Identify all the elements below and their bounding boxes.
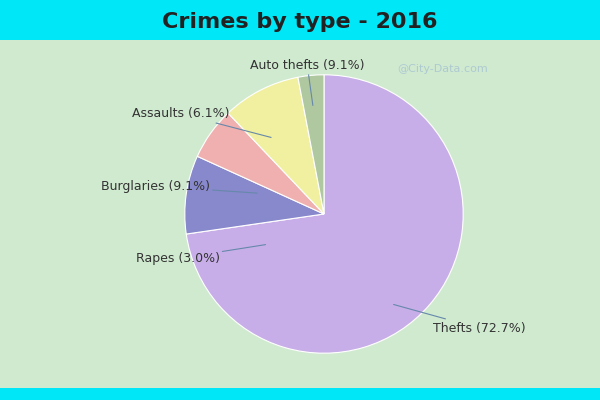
Wedge shape [186,75,463,353]
Text: Crimes by type - 2016: Crimes by type - 2016 [162,12,438,32]
Wedge shape [298,75,324,214]
Wedge shape [228,77,324,214]
Text: Auto thefts (9.1%): Auto thefts (9.1%) [250,59,365,106]
Text: Rapes (3.0%): Rapes (3.0%) [136,245,266,265]
Text: @City-Data.com: @City-Data.com [397,64,488,74]
Text: Assaults (6.1%): Assaults (6.1%) [132,107,271,138]
Wedge shape [197,113,324,214]
Wedge shape [185,156,324,234]
Text: Burglaries (9.1%): Burglaries (9.1%) [101,180,257,193]
Text: Thefts (72.7%): Thefts (72.7%) [394,304,525,335]
